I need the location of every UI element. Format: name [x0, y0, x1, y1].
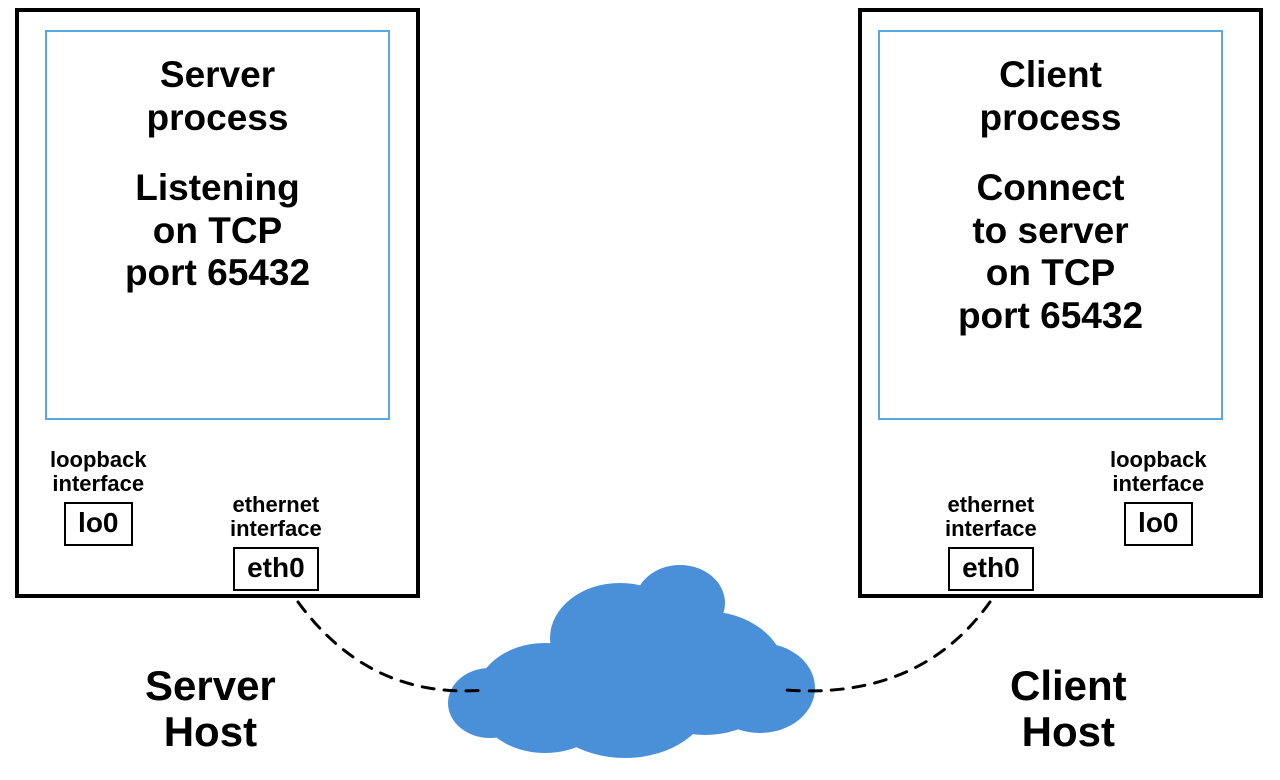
server-host-caption: Server Host — [145, 663, 276, 755]
client-host-caption: Client Host — [1010, 663, 1127, 755]
